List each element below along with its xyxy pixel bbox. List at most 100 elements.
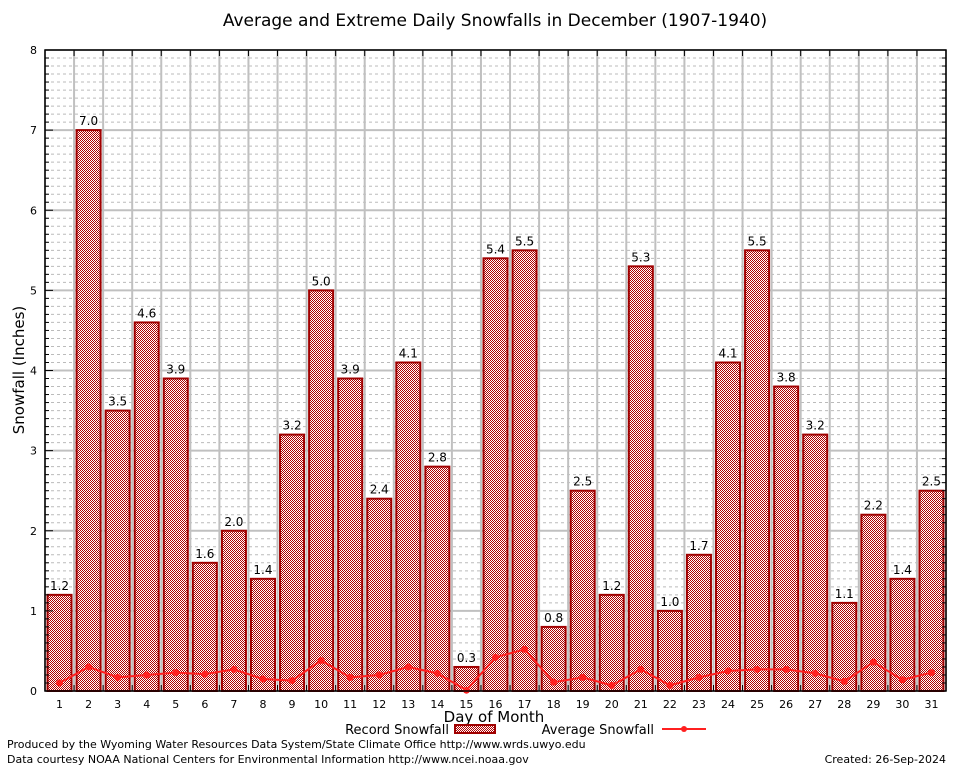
x-tick-label: 9 [289,698,296,711]
x-tick-label: 31 [924,698,938,711]
chart-title: Average and Extreme Daily Snowfalls in D… [223,11,767,31]
average-point-day-20 [608,681,616,689]
bar-value-label: 1.4 [893,563,912,577]
average-point-day-3 [114,673,122,681]
bar-day-26 [773,385,800,692]
legend-average-marker [681,726,687,732]
y-tick-label: 0 [30,685,37,698]
bar-day-10 [308,289,335,692]
bar-day-27 [802,433,829,692]
bar-value-label: 1.1 [835,587,854,601]
bar-day-16 [482,257,509,692]
average-point-day-28 [840,677,848,685]
legend: Record Snowfall Average Snowfall [345,723,706,738]
x-tick-label: 23 [692,698,706,711]
bar-value-label: 5.3 [631,250,650,264]
average-point-day-5 [172,669,180,677]
x-tick-label: 27 [808,698,822,711]
x-tick-label: 8 [259,698,266,711]
bar-day-8 [249,577,276,693]
x-tick-label: 14 [430,698,444,711]
bar-value-label: 1.7 [689,539,708,553]
bar-value-label: 3.2 [283,419,302,433]
x-tick-label: 22 [663,698,677,711]
y-tick-label: 6 [30,204,37,217]
bar-day-13 [395,361,422,692]
x-tick-label: 4 [143,698,150,711]
legend-record-label: Record Snowfall [345,723,449,738]
footer-produced-by: Produced by the Wyoming Water Resources … [7,738,586,751]
x-tick-label: 29 [866,698,880,711]
average-point-day-26 [782,665,790,673]
x-tick-label: 1 [56,698,63,711]
average-point-day-16 [492,653,499,661]
bar-day-1 [46,593,73,692]
average-point-day-19 [579,673,587,681]
x-tick-label: 12 [372,698,386,711]
x-tick-label: 5 [172,698,179,711]
y-tick-label: 1 [30,605,37,618]
bar-day-23 [685,553,712,692]
average-point-day-17 [521,645,529,653]
bar-day-24 [715,361,742,692]
x-tick-label: 20 [605,698,619,711]
x-tick-label: 7 [230,698,237,711]
footer-data-courtesy: Data courtesy NOAA National Centers for … [7,753,529,766]
average-point-day-27 [811,669,819,677]
x-tick-label: 16 [489,698,503,711]
average-point-day-30 [898,676,906,684]
average-point-day-4 [143,671,151,679]
x-tick-label: 24 [721,698,735,711]
bar-value-label: 2.5 [922,475,941,489]
average-point-day-10 [317,657,325,665]
y-tick-label: 7 [30,124,37,137]
bar-value-label: 4.1 [399,346,418,360]
bar-value-label: 3.9 [341,363,360,377]
x-tick-label: 10 [314,698,328,711]
x-tick-label: 17 [518,698,532,711]
bar-day-7 [220,529,247,692]
x-tick-label: 28 [837,698,851,711]
bar-value-label: 0.3 [457,651,476,665]
average-point-day-14 [433,669,441,677]
bar-value-label: 3.9 [166,363,185,377]
bar-value-label: 4.1 [718,346,737,360]
bar-value-label: 7.0 [79,114,98,128]
bar-value-label: 3.2 [806,419,825,433]
average-point-day-8 [259,675,267,683]
bar-day-11 [337,377,364,692]
bar-value-label: 1.0 [660,595,679,609]
bar-value-label: 1.4 [253,563,272,577]
bar-day-3 [104,409,131,692]
bar-day-25 [744,249,771,692]
bar-day-4 [133,321,160,692]
plot-frame [44,49,947,692]
average-point-day-7 [230,665,238,673]
y-axis-label: Snowfall (Inches) [10,306,28,434]
average-point-day-2 [85,663,93,671]
bar-day-19 [569,489,596,692]
x-tick-label: 25 [750,698,764,711]
footer-created: Created: 26-Sep-2024 [824,753,946,766]
average-point-day-9 [288,677,296,685]
bar-value-label: 5.5 [748,234,767,248]
average-point-day-12 [375,671,383,679]
average-point-day-15 [462,686,470,694]
bar-day-17 [511,249,538,692]
x-tick-label: 15 [459,698,473,711]
bar-value-label: 5.4 [486,242,505,256]
bar-day-22 [656,609,683,692]
x-tick-label: 2 [85,698,92,711]
bar-day-14 [424,465,451,692]
bar-day-20 [598,593,625,692]
x-tick-label: 6 [201,698,208,711]
x-tick-label: 30 [895,698,909,711]
bar-value-label: 2.8 [428,451,447,465]
bar-day-28 [831,601,858,692]
bar-day-5 [162,377,189,692]
average-point-day-11 [346,673,354,681]
bar-value-label: 3.8 [777,371,796,385]
x-tick-label: 3 [114,698,121,711]
average-point-day-21 [637,665,645,673]
